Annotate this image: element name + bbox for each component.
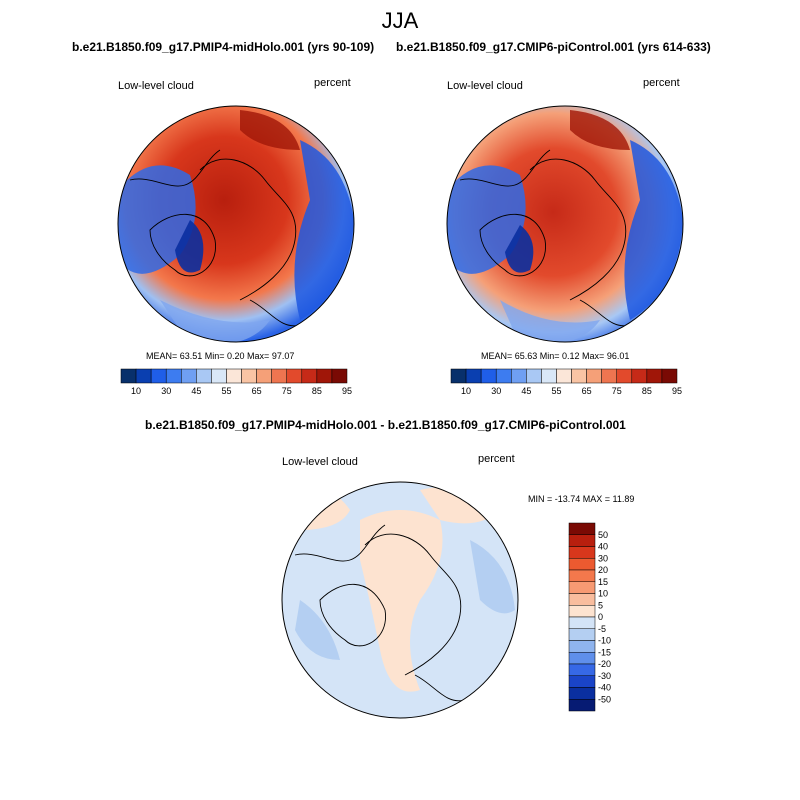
panel3-stats: MIN = -13.74 MAX = 11.89	[528, 494, 635, 504]
panel1-title: b.e21.B1850.f09_g17.PMIP4-midHolo.001 (y…	[72, 40, 375, 54]
colorbar-tick-label: 10	[461, 386, 471, 396]
colorbar-tick-label: 10	[131, 386, 141, 396]
diff-colorbar-box	[568, 628, 596, 641]
diff-colorbar-tick-label: 5	[598, 600, 603, 610]
diff-colorbar-box	[568, 675, 596, 688]
colorbar-tick-label: 30	[161, 386, 171, 396]
colorbar-tick-label: 95	[342, 386, 352, 396]
diff-colorbar-box	[568, 605, 596, 618]
diff-colorbar-tick-label: 30	[598, 553, 608, 563]
diff-colorbar-box	[568, 616, 596, 629]
diff-colorbar-box	[568, 558, 596, 571]
colorbar-tick-label: 55	[221, 386, 231, 396]
colorbar-tick-label: 55	[551, 386, 561, 396]
diff-colorbar-tick-label: 50	[598, 530, 608, 540]
diff-colorbar-box	[568, 522, 596, 535]
diff-colorbar-tick-label: -15	[598, 647, 611, 657]
panel1-stats: MEAN= 63.51 Min= 0.20 Max= 97.07	[146, 351, 295, 361]
diff-colorbar-box	[568, 652, 596, 665]
diff-colorbar-box	[568, 663, 596, 676]
diff-colorbar-box	[568, 593, 596, 606]
panel1-colorbar: 10 30 45 55 65 75 85 95	[120, 368, 352, 396]
diff-colorbar-box	[568, 699, 596, 712]
panel2-variable: Low-level cloud	[447, 80, 523, 92]
colorbar-box	[661, 368, 678, 384]
panel1-variable: Low-level cloud	[118, 80, 194, 92]
panel1-units: percent	[314, 77, 351, 89]
colorbar-box	[331, 368, 348, 384]
diff-colorbar-tick-label: 20	[598, 565, 608, 575]
diff-colorbar-box	[568, 569, 596, 582]
diff-colorbar-tick-label: 0	[598, 612, 603, 622]
diff-colorbar-box	[568, 581, 596, 594]
season-title: JJA	[381, 8, 419, 33]
colorbar-tick-label: 95	[672, 386, 682, 396]
colorbar-tick-label: 85	[642, 386, 652, 396]
colorbar-tick-label: 75	[612, 386, 622, 396]
colorbar-tick-label: 45	[521, 386, 531, 396]
diff-colorbar-tick-label: 10	[598, 589, 608, 599]
panel3-variable: Low-level cloud	[282, 456, 358, 468]
colorbar-tick-label: 75	[282, 386, 292, 396]
diff-colorbar-box	[568, 687, 596, 700]
diff-colorbar-box	[568, 534, 596, 547]
diff-colorbar-tick-label: -50	[598, 694, 611, 704]
panel2-units: percent	[643, 77, 680, 89]
colorbar-tick-label: 85	[312, 386, 322, 396]
panel2-stats: MEAN= 65.63 Min= 0.12 Max= 96.01	[481, 351, 630, 361]
panel2-title: b.e21.B1850.f09_g17.CMIP6-piControl.001 …	[396, 40, 711, 54]
diff-colorbar-tick-label: 15	[598, 577, 608, 587]
colorbar-tick-label: 65	[582, 386, 592, 396]
colorbar-tick-label: 65	[252, 386, 262, 396]
panel2-disc	[447, 106, 683, 342]
diff-colorbar-tick-label: -30	[598, 671, 611, 681]
diff-colorbar-tick-label: 40	[598, 542, 608, 552]
diff-colorbar-box	[568, 640, 596, 653]
diff-colorbar-tick-label: -20	[598, 659, 611, 669]
diff-colorbar-box	[568, 546, 596, 559]
panel3-title: b.e21.B1850.f09_g17.PMIP4-midHolo.001 - …	[145, 418, 626, 432]
diff-colorbar-tick-label: -10	[598, 636, 611, 646]
diff-colorbar-tick-label: -5	[598, 624, 606, 634]
panel3-units: percent	[478, 453, 515, 465]
colorbar-tick-label: 30	[491, 386, 501, 396]
diff-colorbar-tick-label: -40	[598, 683, 611, 693]
panel2-colorbar: 10 30 45 55 65 75 85 95	[450, 368, 682, 396]
colorbar-tick-label: 45	[191, 386, 201, 396]
